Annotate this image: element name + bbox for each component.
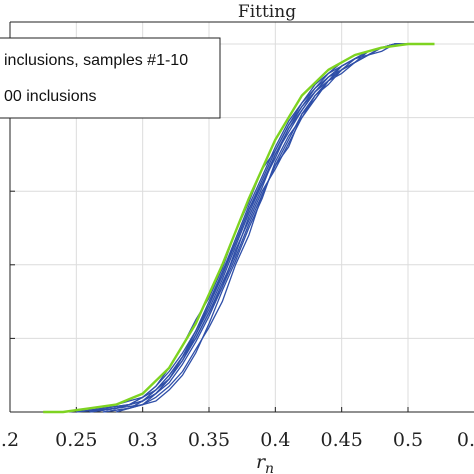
fit-line (43, 42, 435, 414)
x-tick-label-1: 0.25 (55, 429, 97, 451)
legend: inclusions, samples #1-10 00 inclusions (0, 37, 221, 119)
x-tick-label-2: 0.3 (128, 429, 158, 451)
x-tick-label-4: 0.4 (260, 429, 290, 451)
x-tick-label-0: .2 (1, 429, 19, 451)
legend-entry-samples: inclusions, samples #1-10 (4, 52, 188, 69)
legend-box (0, 37, 221, 119)
chart-title: Fitting (238, 2, 296, 22)
x-tick-labels: .2 0.25 0.3 0.35 0.4 0.45 0.5 0. (1, 429, 474, 451)
x-axis-label: rn (256, 451, 274, 474)
x-tick-label-3: 0.35 (188, 429, 230, 451)
x-tick-label-5: 0.45 (321, 429, 363, 451)
sample-line-10 (89, 43, 408, 413)
legend-entry-fit: 00 inclusions (4, 88, 97, 105)
series-lines (43, 42, 435, 414)
x-tick-label-7: 0. (457, 429, 474, 451)
sample-line-3 (76, 43, 408, 413)
x-tick-label-6: 0.5 (393, 429, 423, 451)
axes (9, 21, 474, 413)
